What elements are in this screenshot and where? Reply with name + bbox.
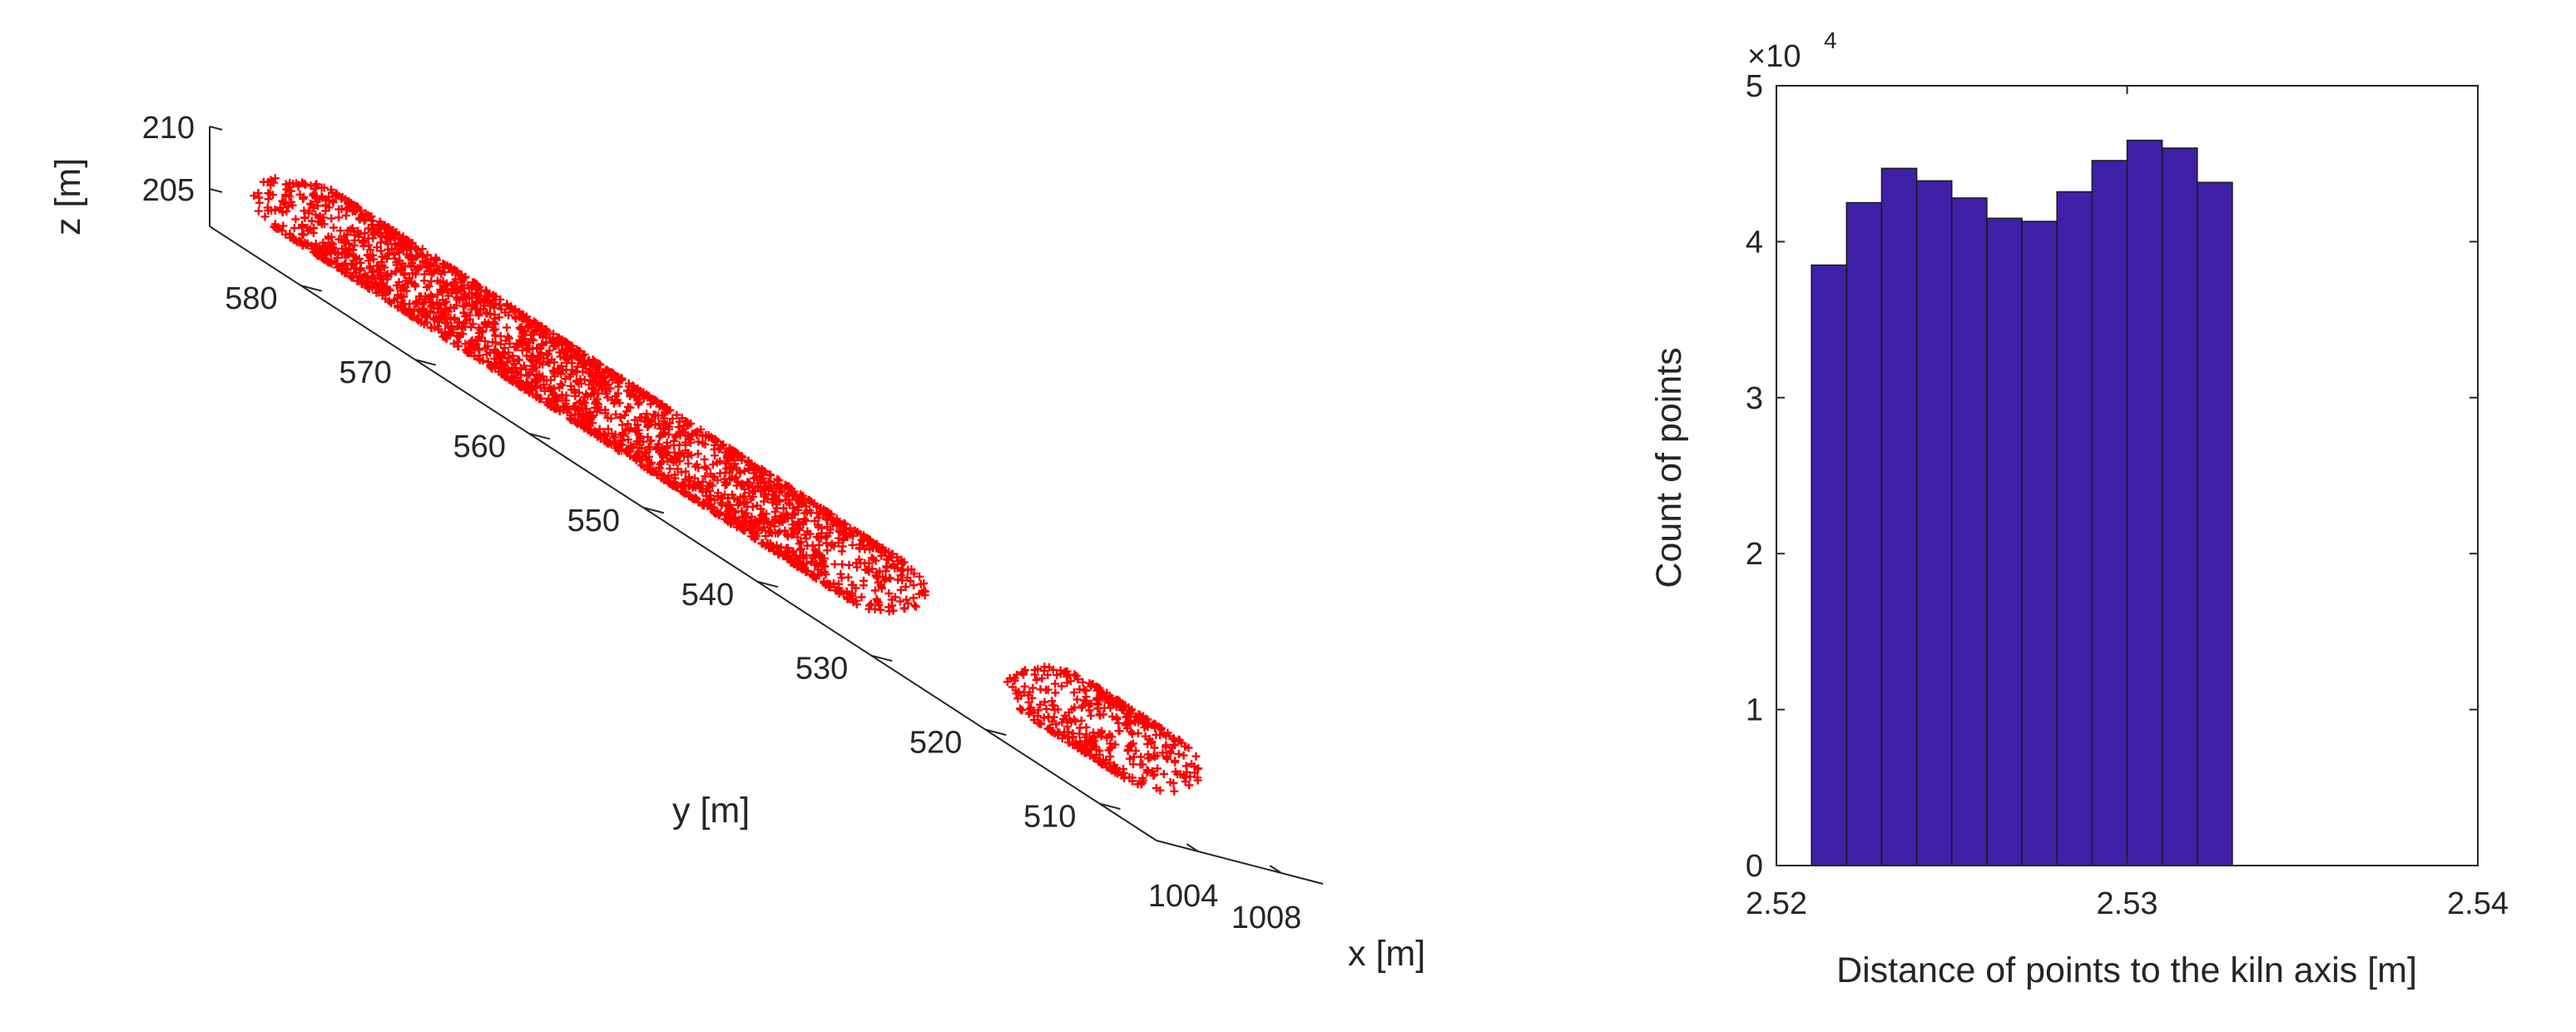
y-tick-label: 580 xyxy=(225,281,277,316)
histogram-x-axis-label: Distance of points to the kiln axis [m] xyxy=(1836,950,2417,990)
y-tick-label: 510 xyxy=(1023,800,1076,835)
y-tick-label: 520 xyxy=(909,726,962,761)
histogram-bar xyxy=(1915,180,1953,866)
x-tick-label: 1008 xyxy=(1231,901,1302,935)
histogram-x-tick-label: 2.52 xyxy=(1746,886,1807,921)
point-cloud-y-axis-label: y [m] xyxy=(672,791,750,831)
histogram-y-tick-label: 0 xyxy=(1746,849,1763,884)
histogram-bar xyxy=(1880,167,1918,866)
y-tick xyxy=(528,432,551,440)
y-tick xyxy=(642,506,665,514)
z-tick-label: 205 xyxy=(142,173,195,208)
x-tick xyxy=(1186,843,1199,852)
histogram-bar xyxy=(2056,191,2093,866)
histogram-y-tick-label: 3 xyxy=(1746,381,1763,416)
histogram-bar xyxy=(2197,181,2233,866)
x-tick xyxy=(1269,865,1282,874)
point-cloud-segment xyxy=(716,477,930,616)
y-tick-label: 540 xyxy=(681,578,734,613)
histogram-y-tick-label: 5 xyxy=(1746,69,1763,104)
y-tick-label: 550 xyxy=(567,504,620,538)
point-markers xyxy=(1003,662,1203,796)
point-markers xyxy=(617,410,815,542)
histogram-bar xyxy=(2126,139,2163,866)
histogram-bar xyxy=(1986,217,2023,866)
histogram-bar xyxy=(1811,264,1848,866)
y-tick-label: 570 xyxy=(339,355,391,390)
y-tick xyxy=(870,654,893,662)
y-tick xyxy=(1099,802,1121,811)
y-tick-label: 560 xyxy=(453,429,505,464)
histogram-y-exponent: 4 xyxy=(1824,27,1837,53)
y-tick xyxy=(756,580,779,588)
point-cloud-x-axis-label: x [m] xyxy=(1348,934,1425,974)
point-markers xyxy=(716,477,930,616)
histogram-bar xyxy=(2021,221,2058,866)
histogram-bar xyxy=(2161,147,2198,866)
histogram-bars xyxy=(1811,139,2233,866)
histogram-x-tick-label: 2.53 xyxy=(2097,886,2158,921)
histogram-y-tick-label: 1 xyxy=(1746,693,1763,728)
y-tick-label: 530 xyxy=(795,652,848,687)
point-cloud-ticks: 510 520 530 540 550 560 570 580 1004 1008 205 210 xyxy=(142,111,1302,935)
point-cloud xyxy=(250,174,1203,796)
histogram-x-tick-label: 2.54 xyxy=(2447,886,2509,921)
z-tick-label: 210 xyxy=(142,111,195,146)
x-tick-label: 1004 xyxy=(1148,879,1219,914)
histogram-bar xyxy=(1951,197,1988,866)
z-tick xyxy=(209,126,223,131)
point-cloud-axes xyxy=(209,127,1324,885)
point-cloud-segment xyxy=(617,410,815,542)
z-tick xyxy=(209,188,223,193)
y-tick xyxy=(300,285,322,292)
y-axis-line xyxy=(209,226,1157,841)
y-tick xyxy=(414,359,437,366)
x-axis-line xyxy=(1156,840,1324,885)
point-markers xyxy=(411,276,703,469)
point-cloud-segment xyxy=(1003,662,1203,796)
histogram-y-exponent-base: ×10 xyxy=(1747,39,1801,74)
histogram-y-axis-label: Count of points xyxy=(1649,347,1689,588)
point-cloud-segment xyxy=(411,276,703,469)
histogram-bar xyxy=(2091,160,2128,866)
point-cloud-z-axis-label: z [m] xyxy=(48,158,88,236)
histogram-bar xyxy=(1845,201,1883,866)
histogram-y-tick-label: 2 xyxy=(1746,537,1763,572)
histogram-ticks: 2.52 2.53 2.54 0 1 2 3 4 5 xyxy=(1746,69,2509,921)
y-tick xyxy=(985,728,1007,737)
histogram-y-tick-label: 4 xyxy=(1746,225,1763,260)
